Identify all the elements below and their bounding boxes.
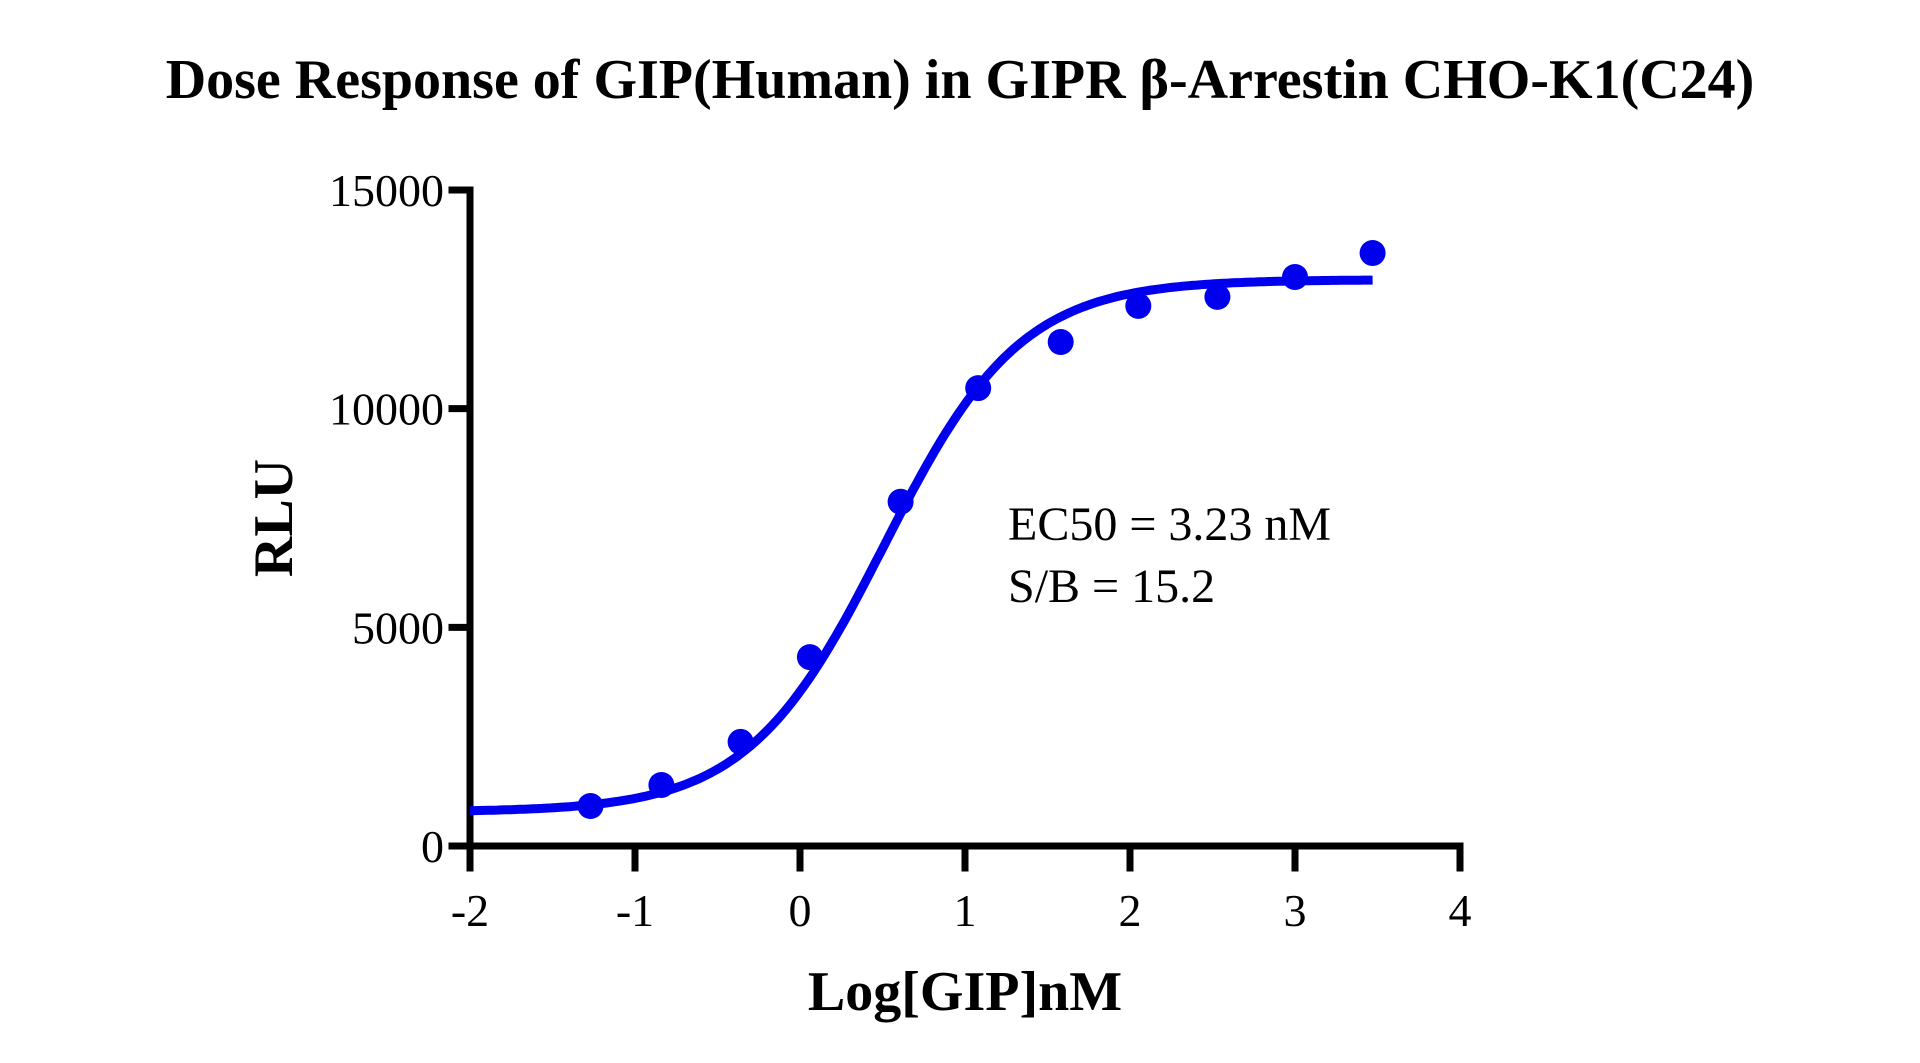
x-tick-label: 1 (954, 885, 977, 936)
x-tick-label: 3 (1284, 885, 1307, 936)
data-point (1047, 329, 1074, 355)
fit-line (469, 275, 1373, 816)
data-point (887, 488, 914, 515)
data-point (1282, 264, 1308, 290)
data-point (965, 375, 992, 402)
data-point (577, 793, 604, 819)
data-point (1204, 283, 1231, 310)
ec50-annotation: EC50 = 3.23 nM (1008, 498, 1331, 551)
x-tick-label: 4 (1449, 885, 1472, 936)
x-tick-label: 2 (1119, 885, 1142, 936)
x-tick-label: -2 (451, 885, 489, 936)
chart-title: Dose Response of GIP(Human) in GIPR β-Ar… (165, 49, 1755, 111)
x-tick-label: -1 (616, 885, 654, 936)
y-tick-label: 10000 (329, 384, 444, 435)
x-tick-label: 0 (789, 885, 812, 936)
data-points (577, 240, 1386, 819)
x-axis-title: Log[GIP]nM (808, 961, 1122, 1023)
y-axis-title: RLU (243, 459, 305, 577)
fit-curve (469, 275, 1373, 816)
signal-background-annotation: S/B = 15.2 (1008, 560, 1215, 613)
data-point (796, 644, 823, 671)
y-tick-label: 0 (421, 821, 444, 872)
axes: 0 5000 10000 15000 -2 -1 0 1 2 3 4 (329, 165, 1472, 936)
y-tick-label: 5000 (352, 602, 444, 653)
data-point (648, 772, 675, 798)
y-tick-label: 15000 (329, 165, 444, 216)
data-point (1359, 240, 1386, 266)
data-point (727, 728, 754, 755)
data-point (1125, 292, 1152, 319)
